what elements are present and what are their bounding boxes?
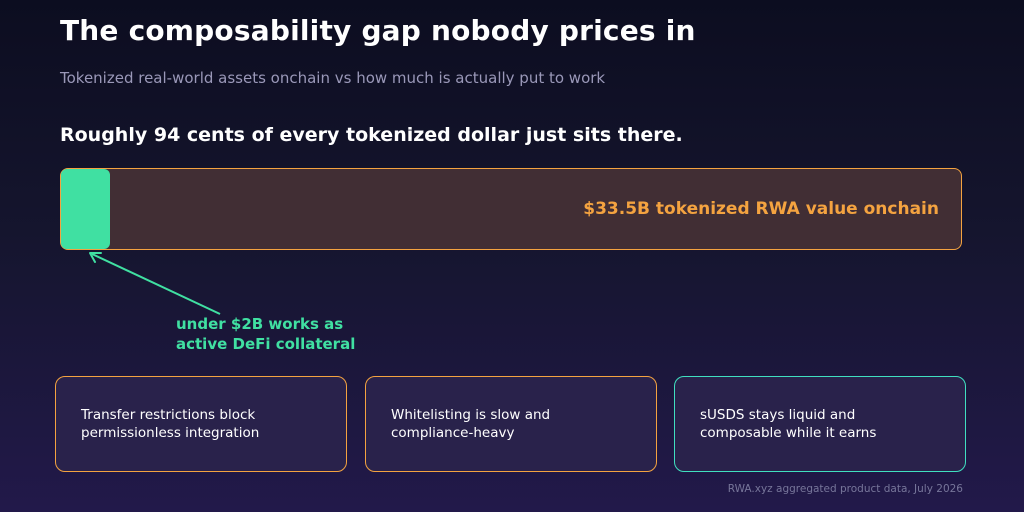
callout-arrow-head [89,252,102,263]
callout-arrow-line [91,253,221,315]
active-collateral-callout: under $2B works as active DeFi collatera… [176,314,355,354]
callout-line-2: active DeFi collateral [176,335,356,353]
card-transfer-restrictions: Transfer restrictions block permissionle… [55,376,347,472]
card-line: sUSDS stays liquid and [700,407,856,423]
card-line: compliance-heavy [391,424,515,441]
active-collateral-bar [61,169,110,249]
card-whitelisting: Whitelisting is slow and compliance-heav… [365,376,657,472]
headline: Roughly 94 cents of every tokenized doll… [60,124,683,146]
source-note: RWA.xyz aggregated product data, July 20… [727,483,963,495]
callout-line-1: under $2B works as [176,315,344,333]
page-subtitle: Tokenized real-world assets onchain vs h… [60,69,606,87]
page-title: The composability gap nobody prices in [60,14,696,47]
card-line: composable while it earns [700,424,877,441]
card-susds: sUSDS stays liquid and composable while … [674,376,966,472]
card-line: Whitelisting is slow and [391,407,551,423]
card-line: permissionless integration [81,424,260,441]
total-value-label: $33.5B tokenized RWA value onchain [583,199,939,219]
total-value-bar: $33.5B tokenized RWA value onchain [60,168,962,250]
card-line: Transfer restrictions block [81,407,256,423]
